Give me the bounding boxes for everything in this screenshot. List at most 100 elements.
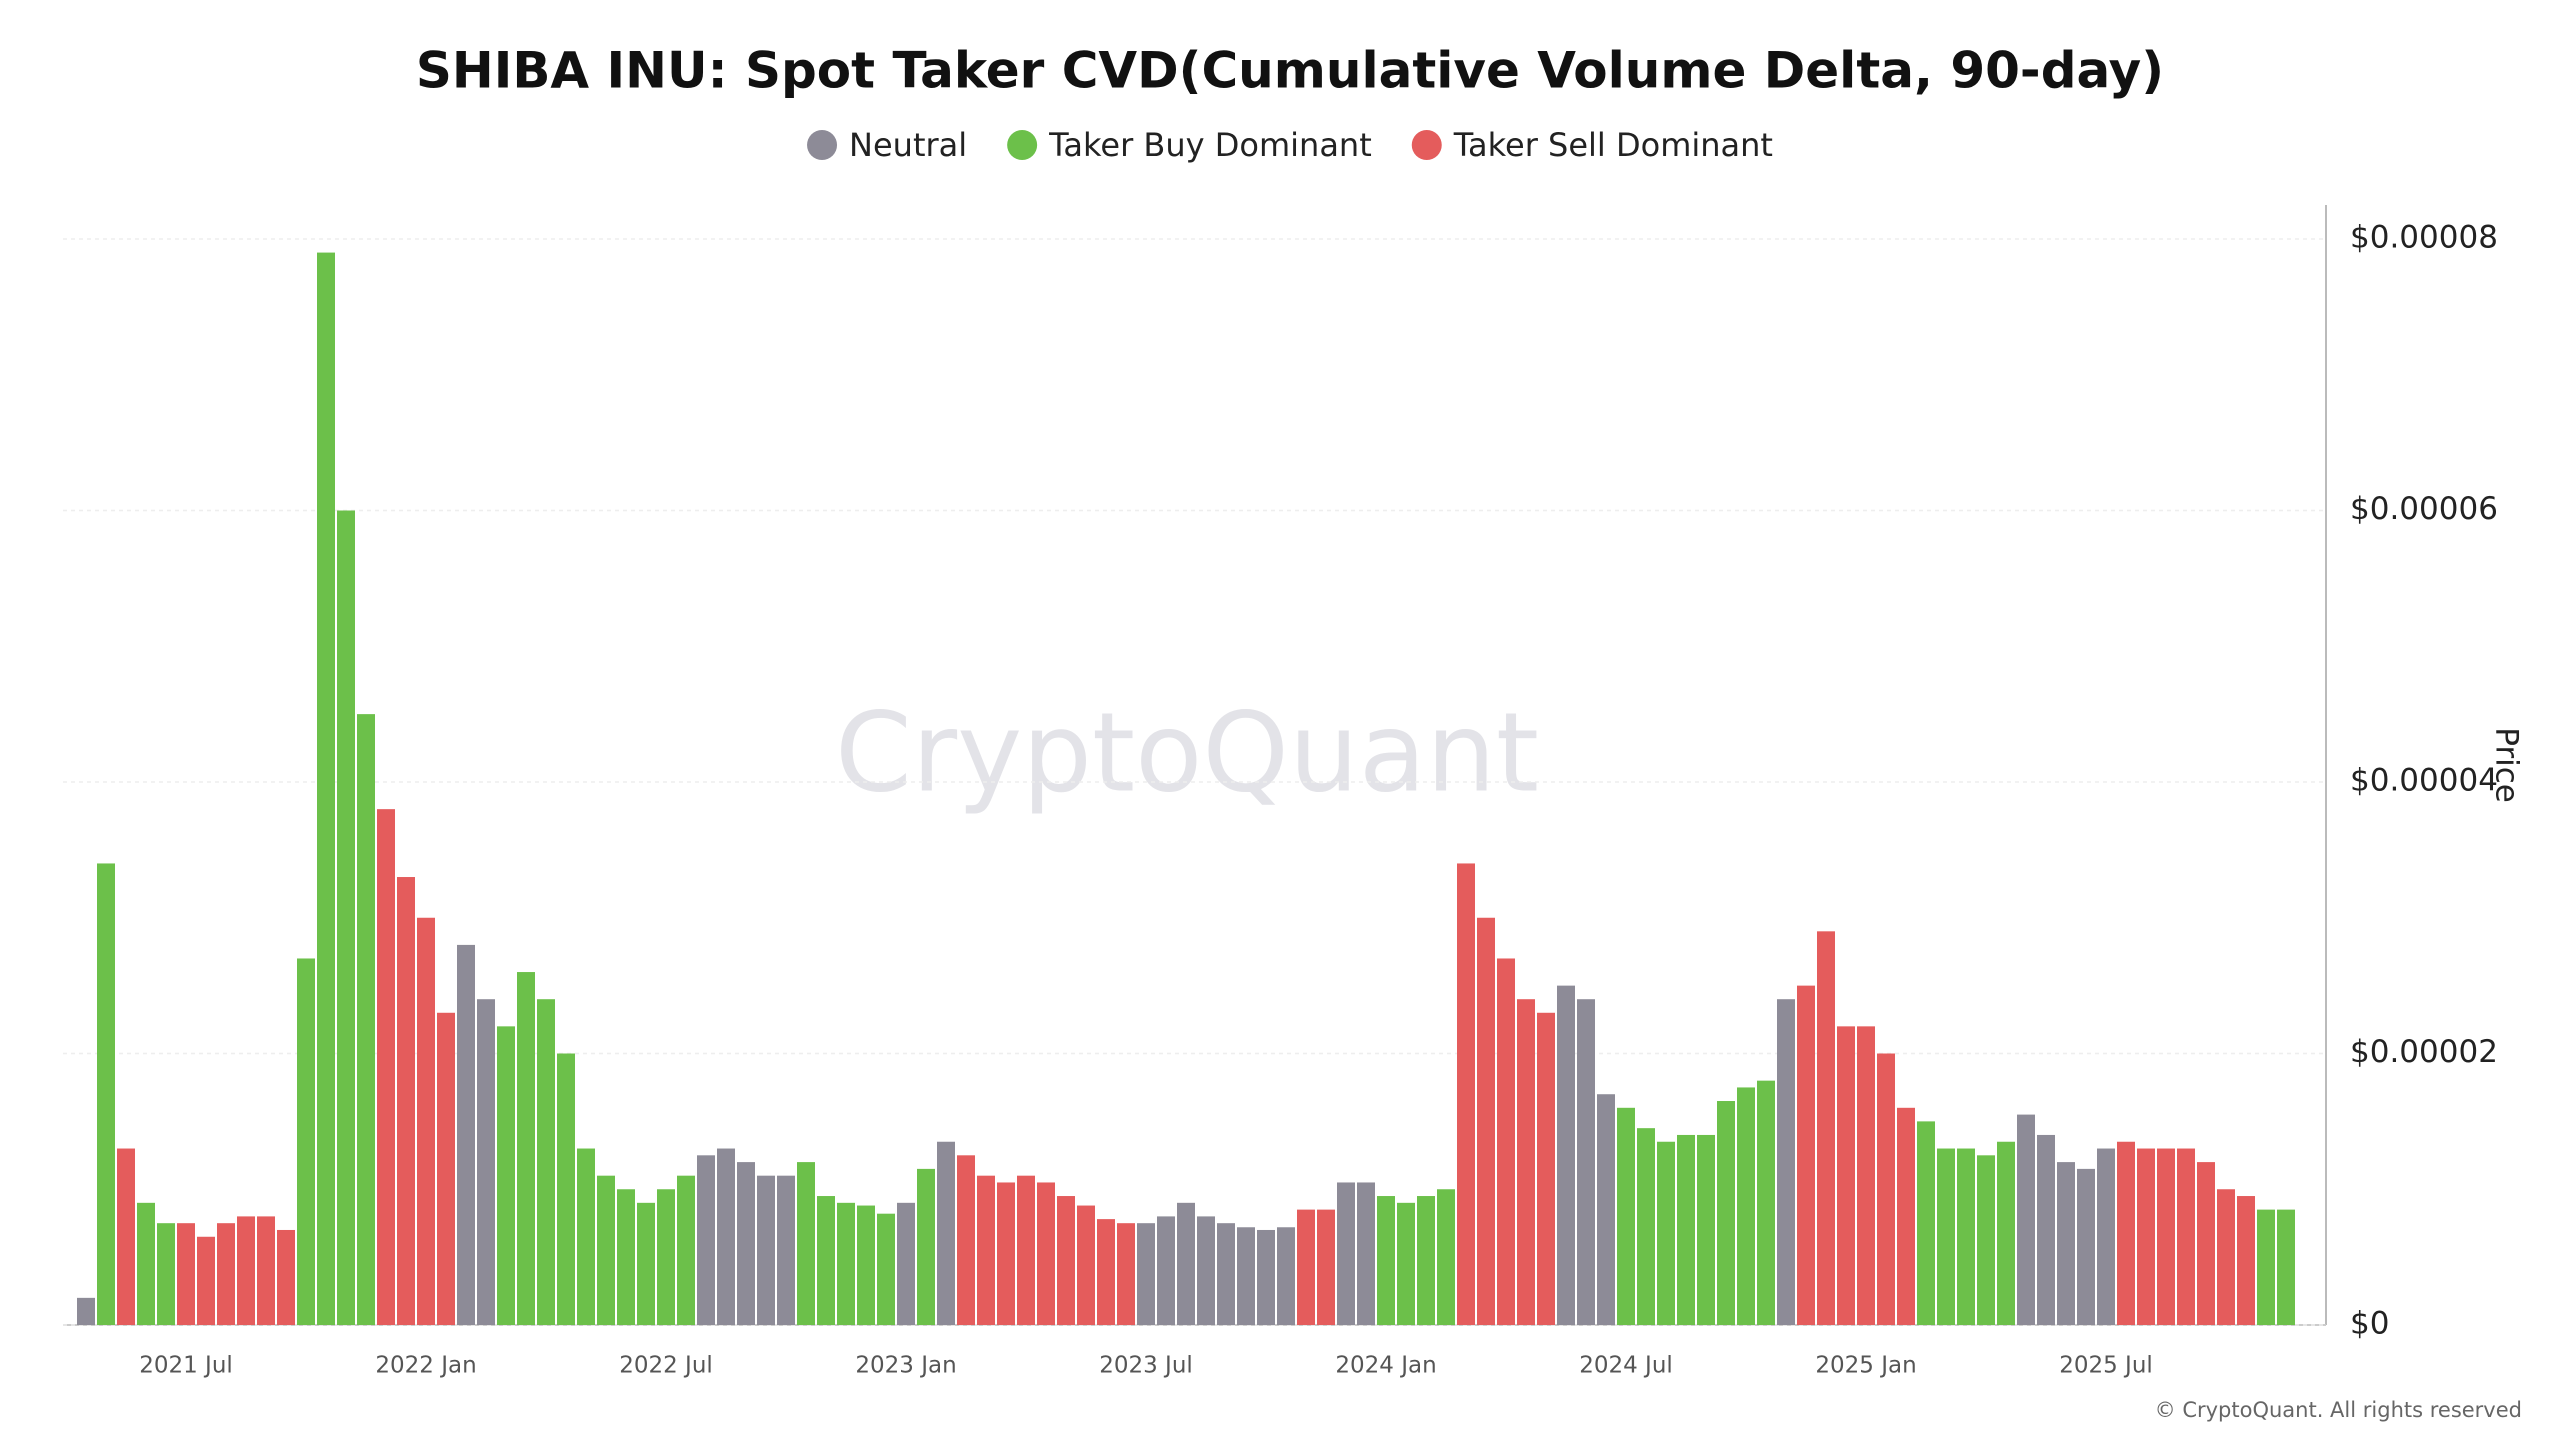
bar — [2057, 1162, 2075, 1325]
y-axis-title: Price — [2489, 727, 2525, 803]
bar — [437, 1012, 455, 1325]
bar — [977, 1175, 995, 1325]
x-tick-label: 2022 Jan — [375, 1353, 476, 1379]
x-tick-label: 2025 Jul — [2059, 1353, 2153, 1379]
bar — [157, 1223, 175, 1325]
bar — [1897, 1107, 1915, 1325]
bar — [697, 1155, 715, 1325]
bar — [1357, 1182, 1375, 1325]
x-tick-label: 2024 Jan — [1335, 1353, 1436, 1379]
legend-label: Neutral — [849, 126, 967, 164]
bar — [417, 917, 435, 1325]
watermark: CryptoQuant — [835, 688, 1539, 816]
bar — [597, 1175, 615, 1325]
bar — [1417, 1196, 1435, 1325]
bar — [897, 1202, 915, 1325]
bar — [1197, 1216, 1215, 1325]
bar — [1997, 1141, 2015, 1325]
bar — [1817, 931, 1835, 1325]
bar — [837, 1202, 855, 1325]
bar — [1017, 1175, 1035, 1325]
bar — [1777, 999, 1795, 1325]
bar — [1237, 1227, 1255, 1325]
bar — [297, 958, 315, 1325]
bar — [877, 1213, 895, 1325]
bar — [377, 809, 395, 1325]
bar — [2277, 1209, 2295, 1325]
x-tick-label: 2024 Jul — [1579, 1353, 1673, 1379]
bar — [1737, 1087, 1755, 1325]
bar — [1117, 1223, 1135, 1325]
legend-label: Taker Sell Dominant — [1453, 126, 1773, 164]
bar — [737, 1162, 755, 1325]
bar — [197, 1236, 215, 1325]
bar — [277, 1229, 295, 1325]
bar — [1557, 985, 1575, 1325]
bar — [1657, 1141, 1675, 1325]
bar — [2097, 1148, 2115, 1325]
bar — [357, 714, 375, 1325]
bar — [1877, 1053, 1895, 1325]
y-tick-label: $0.00006 — [2350, 491, 2498, 527]
bar — [1797, 985, 1815, 1325]
bar — [1917, 1121, 1935, 1325]
bar — [857, 1205, 875, 1325]
bar — [1377, 1196, 1395, 1325]
bar — [517, 972, 535, 1325]
bar — [1517, 999, 1535, 1325]
bar — [1157, 1216, 1175, 1325]
legend-marker — [1411, 130, 1442, 160]
bar — [117, 1148, 135, 1325]
bar — [1037, 1182, 1055, 1325]
bar — [1957, 1148, 1975, 1325]
bar — [637, 1202, 655, 1325]
bar — [1077, 1205, 1095, 1325]
bar — [657, 1189, 675, 1325]
bar — [177, 1223, 195, 1325]
bar — [1397, 1202, 1415, 1325]
bar — [557, 1053, 575, 1325]
bar — [957, 1155, 975, 1325]
x-tick-label: 2023 Jan — [855, 1353, 956, 1379]
bar — [1317, 1209, 1335, 1325]
bar — [1857, 1026, 1875, 1325]
bar — [1437, 1189, 1455, 1325]
bar — [1717, 1101, 1735, 1325]
bar — [537, 999, 555, 1325]
bar — [817, 1196, 835, 1325]
bar — [2197, 1162, 2215, 1325]
bar — [1537, 1012, 1555, 1325]
bar — [97, 863, 115, 1325]
bar — [1097, 1219, 1115, 1325]
bar — [217, 1223, 235, 1325]
bar — [457, 944, 475, 1325]
bar — [797, 1162, 815, 1325]
credit: © CryptoQuant. All rights reserved — [2155, 1398, 2522, 1422]
x-tick-label: 2022 Jul — [619, 1353, 713, 1379]
bar — [1757, 1080, 1775, 1325]
y-tick-label: $0.00004 — [2350, 763, 2498, 799]
legend-marker — [1007, 130, 1038, 160]
bar — [2257, 1209, 2275, 1325]
bar — [1477, 917, 1495, 1325]
bar — [1597, 1094, 1615, 1325]
y-tick-label: $0.00008 — [2350, 220, 2498, 256]
bar — [757, 1175, 775, 1325]
legend-marker — [807, 130, 838, 160]
bar — [2237, 1196, 2255, 1325]
bar — [917, 1168, 935, 1325]
bar — [137, 1202, 155, 1325]
legend-label: Taker Buy Dominant — [1048, 126, 1372, 164]
bar — [997, 1182, 1015, 1325]
bar — [1617, 1107, 1635, 1325]
bar — [1297, 1209, 1315, 1325]
bar — [1937, 1148, 1955, 1325]
x-tick-label: 2023 Jul — [1099, 1353, 1193, 1379]
bar — [1677, 1134, 1695, 1325]
bar — [2137, 1148, 2155, 1325]
bar — [1277, 1227, 1295, 1325]
bar — [1697, 1134, 1715, 1325]
bar — [1457, 863, 1475, 1325]
bar — [1577, 999, 1595, 1325]
